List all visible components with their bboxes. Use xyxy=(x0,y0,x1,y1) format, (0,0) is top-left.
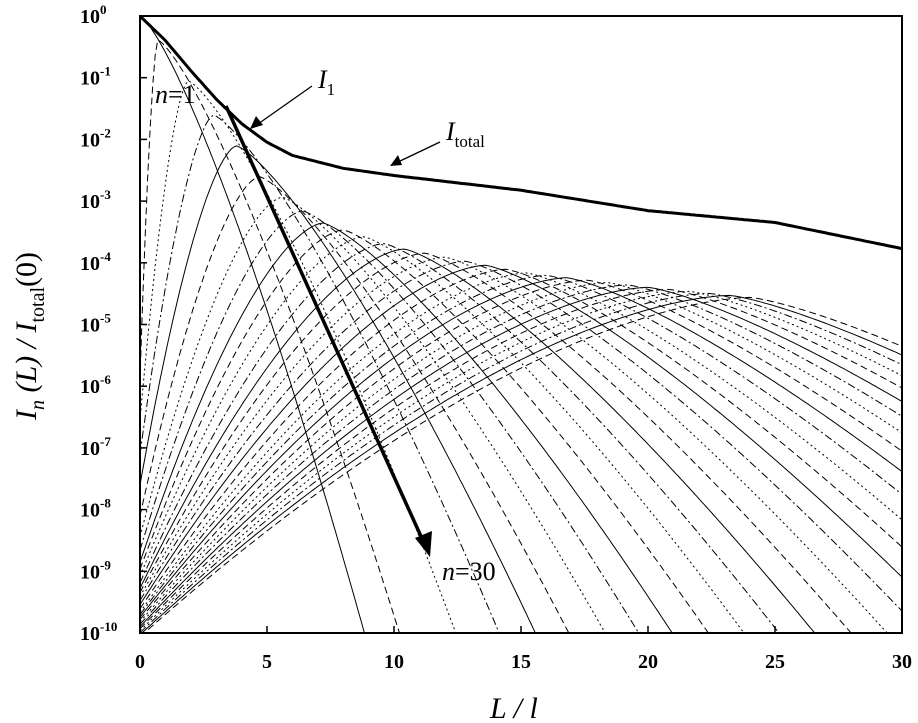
x-tick-label: 5 xyxy=(262,651,272,673)
n30-var: n xyxy=(442,557,455,586)
series-line xyxy=(140,279,902,620)
itotal-arrow-line xyxy=(397,141,441,163)
x-tick-label: 25 xyxy=(765,651,785,673)
y-axis-ticks: 100 10-1 10-2 10-3 10-4 10-5 10-6 10-7 10-8 10-9 1… xyxy=(80,2,147,645)
y-title-end: (0) xyxy=(10,252,43,287)
n1-rest: =1 xyxy=(168,80,196,109)
y-tick-label: 10-2 xyxy=(80,125,111,151)
svg-text:Itotal: Itotal xyxy=(445,117,485,151)
series-line xyxy=(140,274,902,615)
trend-arrowhead xyxy=(415,531,432,557)
x-tick-label: 20 xyxy=(638,651,658,673)
series-curves xyxy=(140,16,902,633)
y-tick-label: 100 xyxy=(80,2,107,28)
y-tick-label: 10-8 xyxy=(80,496,111,522)
series-line xyxy=(140,252,852,633)
series-line xyxy=(140,236,745,633)
y-title-mid: (L) / I xyxy=(10,321,43,401)
y-title-total: total xyxy=(27,287,49,323)
y-tick-label: 10-5 xyxy=(80,311,111,337)
n30-rest: =30 xyxy=(455,557,496,586)
y-title-n: n xyxy=(27,400,49,410)
itotal-arrowhead xyxy=(390,155,402,166)
y-title-i: I xyxy=(10,408,43,421)
annotation-itotal: Itotal xyxy=(390,117,485,166)
series-line xyxy=(140,284,902,625)
series-line-total xyxy=(140,16,902,251)
series-line xyxy=(140,229,709,633)
x-tick-label: 15 xyxy=(511,651,531,673)
series-line xyxy=(140,39,400,633)
x-axis-ticks: 0 5 10 15 20 25 30 xyxy=(135,626,912,673)
trend-arrow-line xyxy=(224,105,426,544)
y-tick-label: 10-9 xyxy=(80,557,111,583)
series-line xyxy=(140,145,536,633)
y-tick-label: 10-7 xyxy=(80,434,111,460)
i1-arrowhead xyxy=(250,116,263,129)
itotal-label: I xyxy=(445,117,456,146)
svg-text:I1: I1 xyxy=(317,65,335,99)
n1-label: n=1 xyxy=(155,80,196,109)
series-line xyxy=(140,260,902,612)
series-line xyxy=(140,292,902,633)
series-line xyxy=(140,264,902,605)
series-line xyxy=(140,196,606,633)
y-tick-label: 10-10 xyxy=(80,619,117,645)
series-line xyxy=(140,288,902,630)
series-line xyxy=(140,282,902,623)
series-line xyxy=(141,294,902,633)
y-tick-label: 10-1 xyxy=(80,64,111,90)
series-line xyxy=(140,268,902,609)
y-tick-label: 10-6 xyxy=(80,372,111,398)
series-line xyxy=(140,176,570,633)
itotal-subscript: total xyxy=(455,132,485,151)
series-line xyxy=(140,272,902,613)
series-line xyxy=(140,290,902,632)
y-axis-title: In (L) / Itotal(0) xyxy=(10,252,49,421)
n1-var: n xyxy=(155,80,168,109)
i1-arrow-line xyxy=(257,85,313,125)
i1-subscript: 1 xyxy=(327,80,336,99)
series-line xyxy=(143,296,902,633)
y-tick-label: 10-4 xyxy=(80,249,111,275)
series-line xyxy=(140,222,673,633)
x-tick-label: 0 xyxy=(135,651,145,673)
x-tick-label: 30 xyxy=(892,651,912,673)
series-line xyxy=(140,16,365,633)
y-tick-label: 10-3 xyxy=(80,187,111,213)
n30-label: n=30 xyxy=(442,557,496,586)
i1-label: I xyxy=(317,65,328,94)
annotation-i1: I1 xyxy=(250,65,335,129)
x-axis-title: L / l xyxy=(489,692,538,723)
trend-arrow xyxy=(224,105,432,557)
x-tick-label: 10 xyxy=(384,651,404,673)
series-line xyxy=(140,277,902,618)
series-line xyxy=(140,286,902,628)
series-line xyxy=(140,210,640,633)
